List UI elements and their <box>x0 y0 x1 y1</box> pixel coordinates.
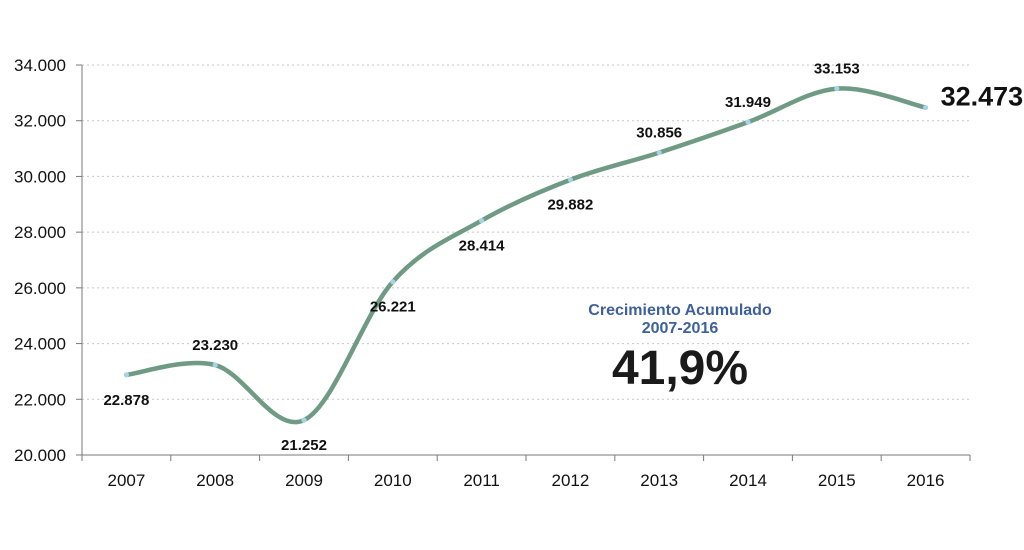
data-label: 22.878 <box>103 392 149 409</box>
gridlines <box>82 64 970 400</box>
series-growth <box>123 85 929 425</box>
y-tick-label: 24.000 <box>14 335 66 354</box>
y-tick-label: 26.000 <box>14 279 66 298</box>
annotation-title-line2: 2007-2016 <box>642 320 719 337</box>
y-tick-label: 22.000 <box>14 390 66 409</box>
growth-annotation: Crecimiento Acumulado 2007-2016 41,9% <box>588 302 772 395</box>
y-tick-label: 30.000 <box>14 167 66 186</box>
y-tick-label: 32.000 <box>14 112 66 131</box>
annotation-title-line1: Crecimiento Acumulado <box>588 302 772 319</box>
data-label: 32.473 <box>941 82 1024 112</box>
data-point <box>123 372 129 378</box>
x-tick-label: 2008 <box>196 471 234 490</box>
data-label: 31.949 <box>725 94 771 111</box>
data-label: 28.414 <box>459 238 506 255</box>
data-point <box>656 149 662 156</box>
x-tick-label: 2012 <box>551 471 589 490</box>
y-tick-label: 28.000 <box>14 223 66 242</box>
axes: 20.000 22.000 24.000 26.000 28.000 30.000 32.0… <box>14 56 971 490</box>
data-point <box>301 417 307 423</box>
data-label: 23.230 <box>192 337 238 354</box>
x-tick-label: 2007 <box>107 471 145 490</box>
x-tick-label: 2014 <box>729 471 767 490</box>
x-tick-label: 2011 <box>463 471 500 490</box>
annotation-value: 41,9% <box>612 342 748 395</box>
data-point <box>390 279 396 285</box>
x-tick-label: 2015 <box>818 471 856 490</box>
data-point <box>834 85 840 92</box>
data-point <box>567 177 574 183</box>
x-tick-label: 2013 <box>640 471 678 490</box>
data-label: 30.856 <box>636 125 682 142</box>
data-point <box>212 362 218 368</box>
data-label: 21.252 <box>281 437 327 454</box>
data-label: 33.153 <box>814 61 860 78</box>
y-tick-label: 34.000 <box>14 56 66 75</box>
x-tick-label: 2009 <box>285 471 323 490</box>
x-tick-label: 2010 <box>374 471 412 490</box>
data-label: 26.221 <box>370 299 416 316</box>
data-point <box>745 119 751 125</box>
x-tick-label: 2016 <box>907 471 945 490</box>
data-labels: 22.878 23.230 21.252 26.221 28.414 29.882 30.8… <box>103 61 1023 455</box>
data-label: 29.882 <box>547 197 593 214</box>
data-point <box>479 218 485 224</box>
y-tick-label: 20.000 <box>14 446 66 465</box>
series-line <box>124 86 928 425</box>
data-point <box>923 104 929 111</box>
